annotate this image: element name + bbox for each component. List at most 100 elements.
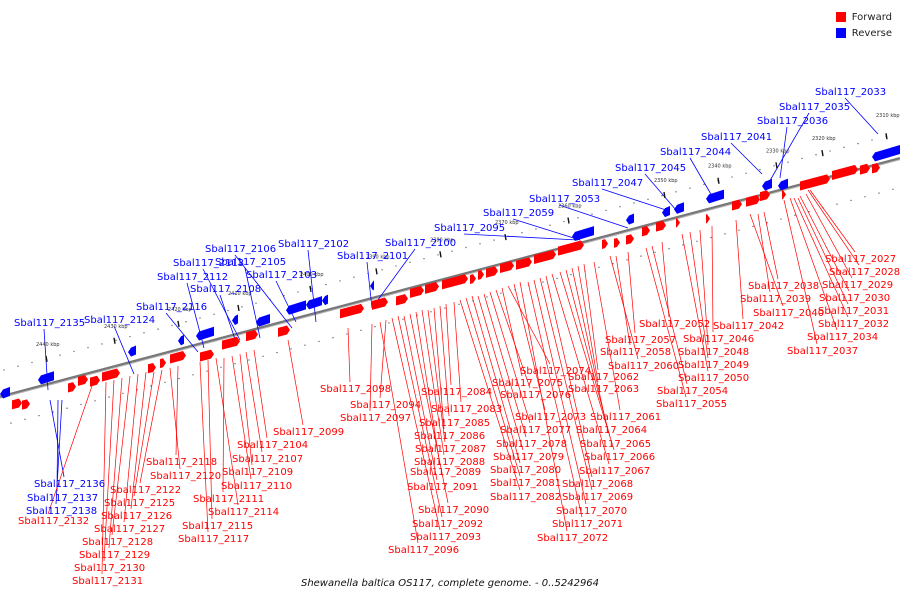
forward-gene-arrow xyxy=(860,163,870,175)
track-dot-lower xyxy=(752,225,754,228)
reverse-gene-arrow xyxy=(232,314,238,326)
track-dot-lower xyxy=(500,292,502,294)
tick-mark xyxy=(439,251,442,258)
forward-gene-arrow xyxy=(558,240,584,256)
forward-gene-arrow xyxy=(732,199,742,211)
track-dot-lower xyxy=(850,199,852,202)
tick-mark xyxy=(717,177,720,184)
reverse-gene-label: Sbal117_2103 xyxy=(246,270,317,281)
tick-mark xyxy=(821,150,824,157)
forward-gene-arrow xyxy=(676,218,680,228)
forward-leader-line xyxy=(533,279,587,505)
forward-gene-arrow xyxy=(832,164,858,181)
forward-leader-line xyxy=(397,315,443,518)
forward-gene-label: Sbal117_2130 xyxy=(74,563,145,574)
forward-gene-label: Sbal117_2078 xyxy=(496,439,567,450)
forward-gene-label: Sbal117_2075 xyxy=(492,378,563,389)
leader-lines xyxy=(43,97,879,575)
forward-gene-label: Sbal117_2096 xyxy=(388,545,459,556)
reverse-gene-arrow xyxy=(674,202,684,214)
track-dot-upper xyxy=(759,168,761,171)
track-dot-lower xyxy=(290,348,292,350)
genome-caption: Shewanella baltica OS117, complete genom… xyxy=(300,578,600,589)
forward-gene-arrow xyxy=(170,351,186,364)
track-dot-upper xyxy=(549,224,551,226)
forward-leader-line xyxy=(507,285,551,365)
tick-label: 2400 kbp xyxy=(300,272,324,278)
reverse-gene-label: Sbal117_2045 xyxy=(615,163,686,174)
forward-leader-line xyxy=(711,225,714,333)
forward-gene-label: Sbal117_2083 xyxy=(431,404,502,415)
track-dot-lower xyxy=(248,359,250,361)
forward-gene-label: Sbal117_2126 xyxy=(101,511,172,522)
reverse-gene-label: Sbal117_2105 xyxy=(215,257,286,268)
reverse-leader-line xyxy=(767,112,810,185)
track-dot-lower xyxy=(864,196,866,198)
track-dot-upper xyxy=(465,246,467,249)
forward-leader-line xyxy=(231,355,252,480)
track-dot-upper xyxy=(689,187,691,189)
track-dot-lower xyxy=(66,407,68,409)
forward-gene-label: Sbal117_2030 xyxy=(819,293,890,304)
track-dot-lower xyxy=(262,355,264,358)
reverse-gene-label: Sbal117_2101 xyxy=(337,251,408,262)
forward-gene-arrow xyxy=(78,374,88,386)
forward-leader-line xyxy=(215,357,239,506)
forward-gene-arrow xyxy=(22,399,30,410)
reverse-gene-arrow xyxy=(196,326,214,341)
forward-gene-arrow xyxy=(746,194,760,207)
forward-gene-label: Sbal117_2032 xyxy=(818,319,889,330)
forward-gene-label: Sbal117_2122 xyxy=(110,485,181,496)
forward-gene-label: Sbal117_2070 xyxy=(556,506,627,517)
track-dot-lower xyxy=(388,322,390,324)
reverse-gene-label: Sbal117_2059 xyxy=(483,208,554,219)
forward-leader-line xyxy=(763,211,779,280)
reverse-gene-arrow xyxy=(256,313,270,327)
reverse-gene-arrow xyxy=(0,386,10,399)
forward-gene-label: Sbal117_2089 xyxy=(410,467,481,478)
forward-gene-arrow xyxy=(200,349,214,362)
forward-gene-label: Sbal117_2055 xyxy=(656,399,727,410)
forward-leader-line xyxy=(287,339,304,426)
track-dot-upper xyxy=(801,157,803,160)
reverse-gene-arrow xyxy=(178,334,184,346)
forward-leader-line xyxy=(347,327,351,383)
track-dot-lower xyxy=(108,396,110,398)
track-dot-lower xyxy=(794,214,796,217)
forward-leader-line xyxy=(133,371,155,497)
forward-gene-label: Sbal117_2086 xyxy=(414,431,485,442)
track-dot-upper xyxy=(353,276,355,278)
forward-gene-label: Sbal117_2058 xyxy=(600,347,671,358)
forward-gene-arrow xyxy=(372,297,388,310)
tick-mark xyxy=(663,191,666,199)
track-dot-upper xyxy=(423,257,425,260)
track-dot-upper xyxy=(451,250,453,252)
forward-gene-label: Sbal117_2080 xyxy=(490,465,561,476)
forward-gene-arrow xyxy=(12,398,22,410)
forward-gene-arrow xyxy=(442,274,468,290)
forward-leader-line xyxy=(471,295,521,464)
track-dot-lower xyxy=(430,311,432,313)
forward-gene-label: Sbal117_2042 xyxy=(713,321,784,332)
forward-gene-label: Sbal117_2048 xyxy=(678,347,749,358)
track-dot-upper xyxy=(857,142,859,145)
track-dot-lower xyxy=(612,262,614,265)
forward-leader-line xyxy=(749,213,784,307)
forward-gene-arrow xyxy=(656,220,666,232)
forward-gene-arrow xyxy=(425,281,439,294)
forward-leader-line xyxy=(427,309,446,443)
track-dot-lower xyxy=(710,236,712,239)
track-dot-lower xyxy=(724,233,726,235)
forward-leader-line xyxy=(453,301,462,403)
forward-gene-label: Sbal117_2031 xyxy=(818,306,889,317)
tick-label: 2350 kbp xyxy=(654,178,678,184)
legend-swatch-forward xyxy=(835,12,846,22)
reverse-leader-line xyxy=(202,268,241,341)
track-dot-lower xyxy=(52,411,54,413)
forward-gene-arrow xyxy=(760,190,770,202)
forward-gene-label: Sbal117_2118 xyxy=(146,457,217,468)
forward-gene-label: Sbal117_2073 xyxy=(515,412,586,423)
reverse-gene-arrow xyxy=(128,345,136,357)
track-dot-lower xyxy=(598,266,600,268)
forward-gene-arrow xyxy=(500,261,514,273)
